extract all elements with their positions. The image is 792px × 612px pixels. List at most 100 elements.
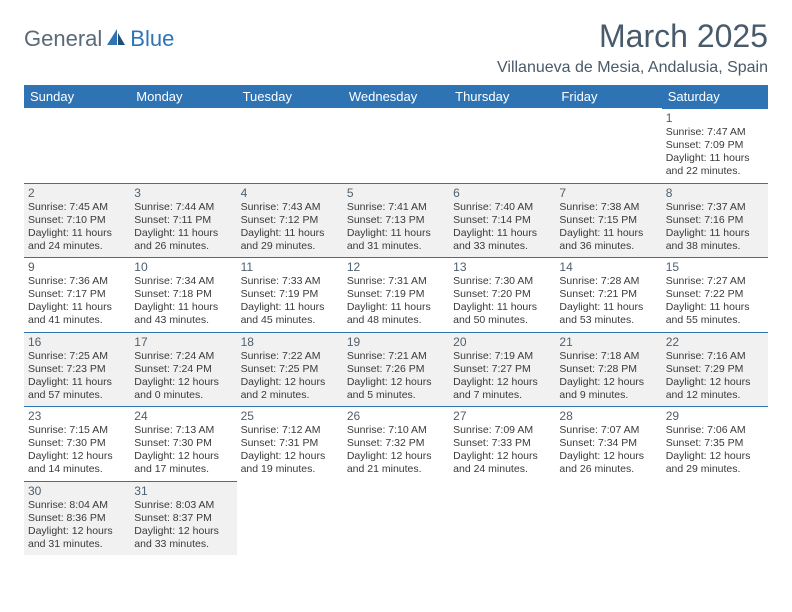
daylight-text: Daylight: 11 hours <box>347 227 445 240</box>
day-number: 27 <box>453 409 551 423</box>
weekday-header: Monday <box>130 85 236 108</box>
daylight-text: and 55 minutes. <box>666 314 764 327</box>
day-number: 15 <box>666 260 764 274</box>
day-number: 1 <box>666 111 764 125</box>
calendar-cell: 11Sunrise: 7:33 AMSunset: 7:19 PMDayligh… <box>237 257 343 332</box>
daylight-text: and 26 minutes. <box>559 463 657 476</box>
sunset-text: Sunset: 7:19 PM <box>241 288 339 301</box>
daylight-text: and 57 minutes. <box>28 389 126 402</box>
daylight-text: Daylight: 11 hours <box>666 301 764 314</box>
sunrise-text: Sunrise: 7:40 AM <box>453 201 551 214</box>
sunrise-text: Sunrise: 7:15 AM <box>28 424 126 437</box>
sunset-text: Sunset: 7:21 PM <box>559 288 657 301</box>
weekday-header: Wednesday <box>343 85 449 108</box>
sunrise-text: Sunrise: 7:16 AM <box>666 350 764 363</box>
daylight-text: and 14 minutes. <box>28 463 126 476</box>
daylight-text: and 33 minutes. <box>134 538 232 551</box>
sunrise-text: Sunrise: 7:47 AM <box>666 126 764 139</box>
daylight-text: Daylight: 12 hours <box>28 525 126 538</box>
daylight-text: Daylight: 12 hours <box>134 525 232 538</box>
daylight-text: Daylight: 12 hours <box>559 376 657 389</box>
calendar-cell: 15Sunrise: 7:27 AMSunset: 7:22 PMDayligh… <box>662 257 768 332</box>
daylight-text: and 43 minutes. <box>134 314 232 327</box>
calendar-cell: 4Sunrise: 7:43 AMSunset: 7:12 PMDaylight… <box>237 183 343 258</box>
sunset-text: Sunset: 7:34 PM <box>559 437 657 450</box>
day-number: 31 <box>134 484 232 498</box>
daylight-text: and 24 minutes. <box>453 463 551 476</box>
calendar-cell: 14Sunrise: 7:28 AMSunset: 7:21 PMDayligh… <box>555 257 661 332</box>
day-number: 16 <box>28 335 126 349</box>
calendar-cell-empty <box>662 481 768 556</box>
calendar-cell: 18Sunrise: 7:22 AMSunset: 7:25 PMDayligh… <box>237 332 343 407</box>
sunset-text: Sunset: 7:32 PM <box>347 437 445 450</box>
sunrise-text: Sunrise: 7:13 AM <box>134 424 232 437</box>
day-number: 21 <box>559 335 657 349</box>
calendar-cell: 10Sunrise: 7:34 AMSunset: 7:18 PMDayligh… <box>130 257 236 332</box>
sunset-text: Sunset: 7:24 PM <box>134 363 232 376</box>
sunrise-text: Sunrise: 7:34 AM <box>134 275 232 288</box>
calendar-cell: 27Sunrise: 7:09 AMSunset: 7:33 PMDayligh… <box>449 406 555 481</box>
day-number: 24 <box>134 409 232 423</box>
calendar-cell: 21Sunrise: 7:18 AMSunset: 7:28 PMDayligh… <box>555 332 661 407</box>
calendar: SundayMondayTuesdayWednesdayThursdayFrid… <box>24 85 768 555</box>
daylight-text: and 38 minutes. <box>666 240 764 253</box>
sunset-text: Sunset: 7:18 PM <box>134 288 232 301</box>
daylight-text: Daylight: 12 hours <box>666 450 764 463</box>
sunrise-text: Sunrise: 7:12 AM <box>241 424 339 437</box>
calendar-cell-empty <box>555 481 661 556</box>
daylight-text: Daylight: 12 hours <box>241 376 339 389</box>
calendar-cell: 19Sunrise: 7:21 AMSunset: 7:26 PMDayligh… <box>343 332 449 407</box>
daylight-text: and 24 minutes. <box>28 240 126 253</box>
calendar-cell-empty <box>24 108 130 183</box>
calendar-cell: 6Sunrise: 7:40 AMSunset: 7:14 PMDaylight… <box>449 183 555 258</box>
sunrise-text: Sunrise: 7:43 AM <box>241 201 339 214</box>
day-number: 5 <box>347 186 445 200</box>
sunrise-text: Sunrise: 8:03 AM <box>134 499 232 512</box>
sunset-text: Sunset: 7:09 PM <box>666 139 764 152</box>
calendar-body: 1Sunrise: 7:47 AMSunset: 7:09 PM Daylight… <box>24 108 768 555</box>
calendar-cell-empty <box>449 108 555 183</box>
sunrise-text: Sunrise: 7:06 AM <box>666 424 764 437</box>
calendar-cell: 1Sunrise: 7:47 AMSunset: 7:09 PMDaylight… <box>662 108 768 183</box>
location-text: Villanueva de Mesia, Andalusia, Spain <box>497 59 768 77</box>
sunrise-text: Sunrise: 7:38 AM <box>559 201 657 214</box>
calendar-cell: 30Sunrise: 8:04 AMSunset: 8:36 PMDayligh… <box>24 481 130 556</box>
sunrise-text: Sunrise: 7:45 AM <box>28 201 126 214</box>
daylight-text: Daylight: 12 hours <box>134 376 232 389</box>
daylight-text: and 22 minutes. <box>666 165 764 178</box>
day-number: 30 <box>28 484 126 498</box>
day-number: 17 <box>134 335 232 349</box>
daylight-text: Daylight: 12 hours <box>347 376 445 389</box>
calendar-cell: 9Sunrise: 7:36 AMSunset: 7:17 PMDaylight… <box>24 257 130 332</box>
daylight-text: Daylight: 12 hours <box>347 450 445 463</box>
calendar-header-row: SundayMondayTuesdayWednesdayThursdayFrid… <box>24 85 768 108</box>
calendar-cell-empty <box>130 108 236 183</box>
calendar-cell-empty <box>237 108 343 183</box>
day-number: 11 <box>241 260 339 274</box>
logo-text-general: General <box>24 26 102 52</box>
sunrise-text: Sunrise: 7:33 AM <box>241 275 339 288</box>
sunset-text: Sunset: 7:13 PM <box>347 214 445 227</box>
sunrise-text: Sunrise: 7:22 AM <box>241 350 339 363</box>
daylight-text: and 45 minutes. <box>241 314 339 327</box>
daylight-text: Daylight: 12 hours <box>241 450 339 463</box>
page-title: March 2025 <box>497 18 768 55</box>
calendar-cell: 3Sunrise: 7:44 AMSunset: 7:11 PMDaylight… <box>130 183 236 258</box>
sunrise-text: Sunrise: 7:25 AM <box>28 350 126 363</box>
sunrise-text: Sunrise: 7:21 AM <box>347 350 445 363</box>
sunset-text: Sunset: 7:20 PM <box>453 288 551 301</box>
sunset-text: Sunset: 7:22 PM <box>666 288 764 301</box>
daylight-text: and 0 minutes. <box>134 389 232 402</box>
calendar-cell: 28Sunrise: 7:07 AMSunset: 7:34 PMDayligh… <box>555 406 661 481</box>
sunset-text: Sunset: 7:16 PM <box>666 214 764 227</box>
calendar-cell: 29Sunrise: 7:06 AMSunset: 7:35 PMDayligh… <box>662 406 768 481</box>
sunrise-text: Sunrise: 7:27 AM <box>666 275 764 288</box>
calendar-cell: 2Sunrise: 7:45 AMSunset: 7:10 PMDaylight… <box>24 183 130 258</box>
daylight-text: and 41 minutes. <box>28 314 126 327</box>
daylight-text: Daylight: 11 hours <box>28 376 126 389</box>
calendar-cell: 26Sunrise: 7:10 AMSunset: 7:32 PMDayligh… <box>343 406 449 481</box>
day-number: 4 <box>241 186 339 200</box>
logo-sail-icon <box>105 27 127 52</box>
sunset-text: Sunset: 7:30 PM <box>134 437 232 450</box>
sunrise-text: Sunrise: 8:04 AM <box>28 499 126 512</box>
